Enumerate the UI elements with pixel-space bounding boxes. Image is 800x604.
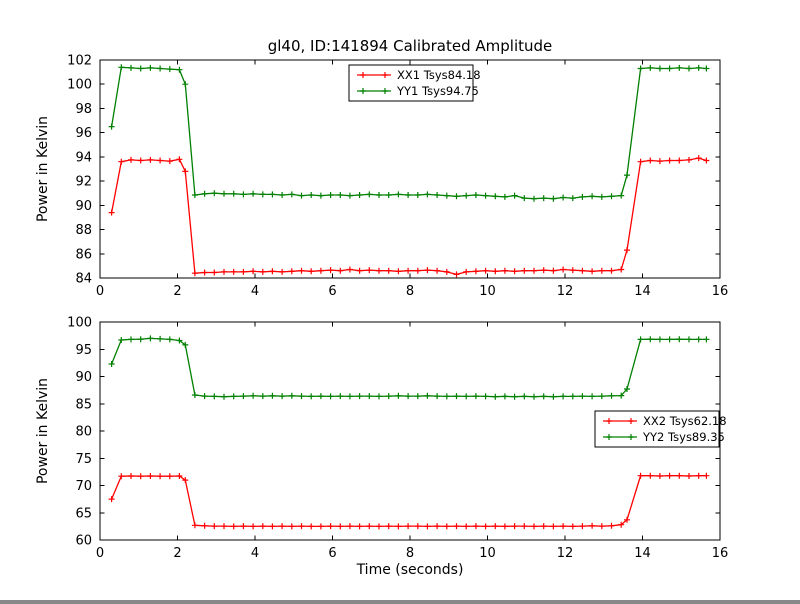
bottom-legend: XX2 Tsys62.18 YY2 Tsys89.35: [594, 410, 727, 448]
legend-label: XX2 Tsys62.18: [643, 414, 727, 428]
x-tick-label: 4: [251, 284, 259, 299]
x-tick-label: 16: [712, 546, 729, 561]
top-data-series: [108, 64, 710, 278]
legend-handle-marker: [360, 88, 366, 94]
x-tick-label: 8: [406, 546, 414, 561]
x-tick-label: 10: [479, 546, 496, 561]
y-tick-label: 88: [75, 223, 92, 238]
y-tick-label: 86: [75, 247, 92, 262]
x-axis-label: Time (seconds): [356, 562, 464, 578]
x-tick-label: 2: [173, 284, 181, 299]
top-legend: XX1 Tsys84.18 YY1 Tsys94.75: [348, 64, 481, 102]
legend-frame: [594, 410, 720, 448]
legend-handle-marker: [628, 434, 634, 440]
bottom-subplot: Power in Kelvin Time (seconds) 0 2 4 6 8 10 12…: [35, 316, 728, 579]
y-tick-label: 90: [75, 199, 92, 214]
y-tick-label: 70: [75, 479, 92, 494]
x-tick-label: 16: [712, 284, 729, 299]
y-tick-label: 98: [75, 102, 92, 117]
legend-handle-marker: [628, 418, 634, 424]
legend-handle-marker: [382, 88, 388, 94]
legend-handle-marker: [382, 72, 388, 78]
x-tick-label: 0: [96, 546, 104, 561]
series-markers: [108, 155, 710, 278]
top-y-axis-label: Power in Kelvin: [35, 116, 51, 222]
top-axis-ticks: 0 2 4 6 8 10 12 14 16 84 86 88 90 92 94 96 98 100 102: [67, 54, 728, 300]
x-tick-label: 2: [173, 546, 181, 561]
x-tick-label: 0: [96, 284, 104, 299]
top-plot-area: [99, 59, 721, 279]
legend-label: XX1 Tsys84.18: [397, 68, 481, 82]
series-markers: [108, 472, 710, 530]
x-tick-label: 12: [557, 284, 574, 299]
series-markers: [108, 64, 710, 202]
bottom-plot-area: [99, 321, 721, 541]
x-tick-label: 6: [328, 284, 336, 299]
chart-title: gl40, ID:141894 Calibrated Amplitude: [268, 37, 553, 55]
top-subplot: gl40, ID:141894 Calibrated Amplitude Pow…: [35, 37, 728, 299]
y-tick-label: 85: [75, 397, 92, 412]
legend-handle-marker: [606, 418, 612, 424]
x-tick-label: 12: [557, 546, 574, 561]
y-tick-label: 90: [75, 370, 92, 385]
y-tick-label: 100: [67, 78, 92, 93]
series-markers: [108, 335, 710, 400]
x-tick-label: 6: [328, 546, 336, 561]
x-tick-label: 14: [634, 284, 651, 299]
legend-label: YY2 Tsys89.35: [642, 430, 725, 444]
y-tick-label: 92: [75, 175, 92, 190]
y-tick-label: 65: [75, 506, 92, 521]
y-tick-label: 84: [75, 272, 92, 287]
y-tick-label: 102: [67, 54, 92, 69]
legend-label: YY1 Tsys94.75: [396, 84, 479, 98]
x-tick-label: 8: [406, 284, 414, 299]
legend-handle-marker: [606, 434, 612, 440]
y-tick-label: 95: [75, 343, 92, 358]
legend-handle-marker: [360, 72, 366, 78]
legend-frame: [348, 64, 474, 102]
y-tick-label: 94: [75, 150, 92, 165]
bottom-y-axis-label: Power in Kelvin: [35, 378, 51, 484]
y-tick-label: 60: [75, 534, 92, 549]
x-tick-label: 14: [634, 546, 651, 561]
y-tick-label: 75: [75, 452, 92, 467]
y-tick-label: 100: [67, 316, 92, 331]
x-tick-label: 10: [479, 284, 496, 299]
y-tick-label: 80: [75, 425, 92, 440]
y-tick-label: 96: [75, 126, 92, 141]
x-tick-label: 4: [251, 546, 259, 561]
bottom-data-series: [108, 335, 710, 530]
